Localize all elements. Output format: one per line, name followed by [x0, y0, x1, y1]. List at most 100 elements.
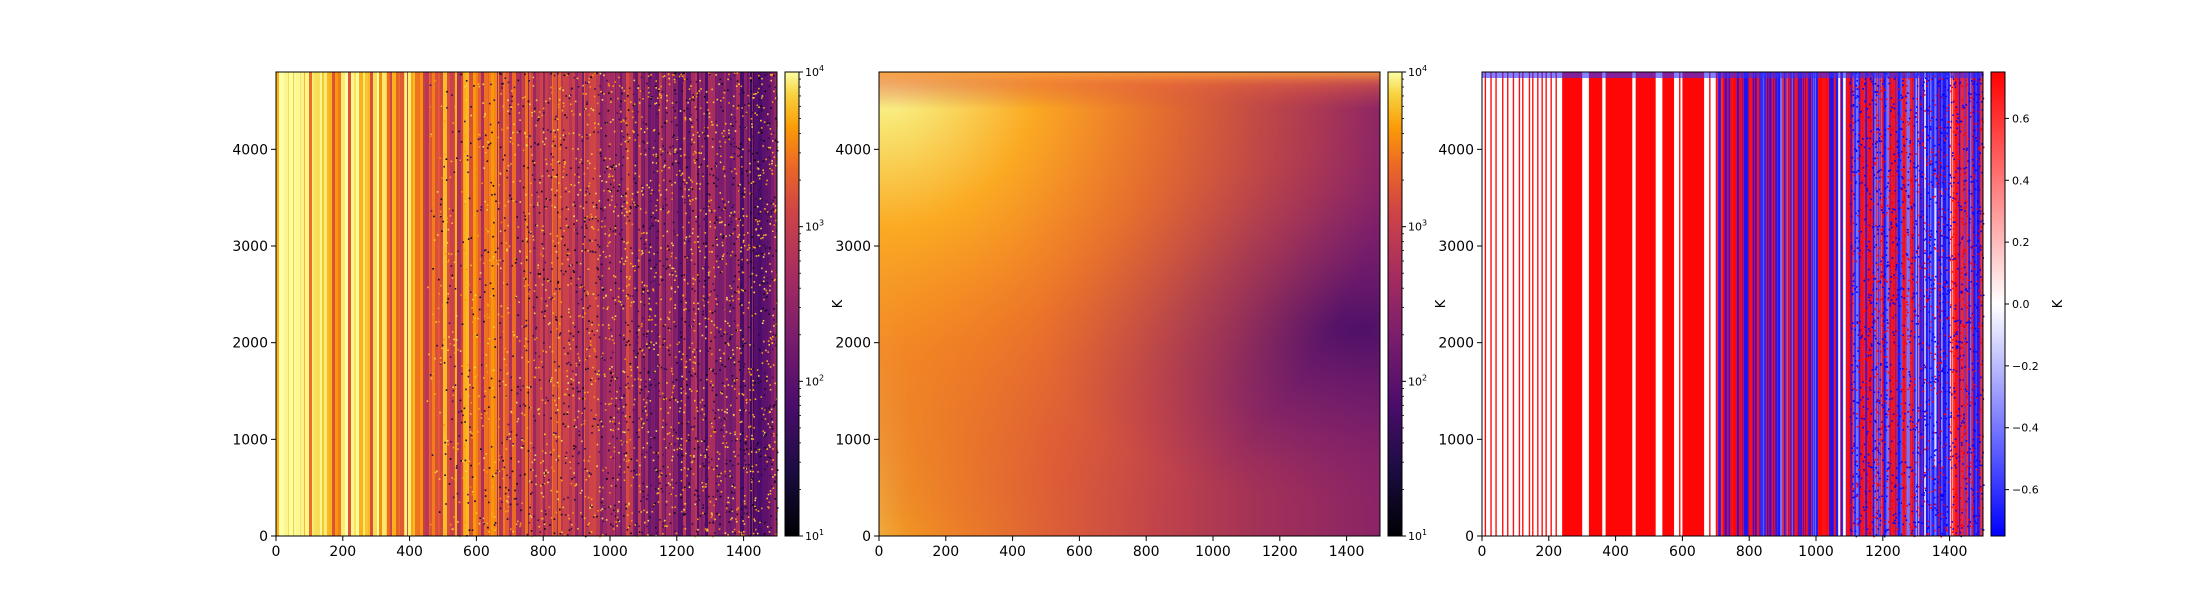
image-speckle: [627, 375, 629, 378]
image-speckle: [1922, 410, 1924, 412]
image-speckle: [1916, 275, 1918, 278]
image-speckle: [443, 437, 446, 439]
image-speckle: [538, 366, 540, 369]
image-speckle: [752, 181, 755, 183]
image-speckle: [650, 98, 653, 100]
image-speckle: [543, 143, 546, 146]
image-column: [683, 72, 687, 536]
image-speckle: [698, 280, 701, 282]
image-speckle: [763, 394, 766, 396]
image-speckle: [1960, 168, 1962, 170]
image-speckle: [624, 415, 627, 417]
image-speckle: [1938, 315, 1941, 318]
image-streak: [1717, 72, 1721, 536]
image-speckle: [712, 138, 714, 141]
image-speckle: [759, 449, 762, 452]
image-speckle: [742, 115, 744, 117]
image-speckle: [1928, 234, 1930, 236]
image-speckle: [724, 365, 726, 368]
image-speckle: [529, 204, 532, 206]
image-speckle: [444, 453, 447, 455]
image-speckle: [643, 304, 646, 306]
image-speckle: [663, 338, 665, 341]
image-streak: [1757, 72, 1759, 536]
image-speckle: [584, 194, 586, 196]
image-speckle: [681, 75, 684, 78]
image-speckle: [696, 274, 699, 276]
image-speckle: [752, 136, 755, 139]
image-speckle: [582, 243, 584, 245]
image-speckle: [610, 165, 612, 168]
image-speckle: [459, 350, 462, 352]
image-speckle: [728, 300, 731, 302]
image-red-band: [1562, 72, 1583, 536]
image-speckle: [470, 291, 472, 293]
image-speckle: [718, 416, 721, 419]
image-speckle: [645, 451, 648, 454]
image-speckle: [649, 319, 651, 321]
image-speckle: [750, 458, 752, 461]
image-speckle: [585, 201, 588, 204]
image-speckle: [710, 290, 712, 293]
image-speckle: [688, 156, 690, 159]
image-speckle: [704, 454, 706, 457]
image-speckle: [637, 259, 640, 262]
image-speckle: [575, 157, 577, 160]
image-streak: [1964, 72, 1966, 536]
image-speckle: [599, 85, 601, 88]
image-speckle: [632, 116, 634, 119]
image-speckle: [597, 425, 599, 428]
image-speckle: [550, 417, 552, 420]
image-speckle: [752, 246, 755, 248]
image-speckle: [752, 212, 755, 214]
image-speckle: [732, 183, 734, 186]
image-speckle: [675, 482, 678, 484]
image-speckle: [647, 371, 650, 374]
x-tick-label: 600: [1066, 544, 1093, 560]
image-column: [294, 72, 297, 536]
image-speckle: [680, 358, 683, 361]
image-speckle: [588, 113, 590, 116]
image-speckle: [506, 250, 508, 252]
image-speckle: [623, 241, 625, 243]
image-speckle: [774, 117, 777, 120]
image-column: [464, 72, 467, 536]
image-speckle: [757, 234, 759, 237]
image-speckle: [434, 357, 436, 360]
image-speckle: [711, 88, 713, 91]
image-speckle: [722, 308, 725, 310]
image-speckle: [558, 322, 561, 324]
image-speckle: [697, 302, 699, 305]
image-speckle: [429, 84, 432, 86]
image-speckle: [712, 370, 714, 372]
image-speckle: [545, 351, 547, 353]
image-speckle: [624, 441, 626, 444]
image-speckle: [1951, 341, 1953, 344]
axes-frame: [275, 71, 778, 537]
image-speckle: [763, 533, 766, 535]
image-speckle: [659, 94, 661, 96]
image-speckle: [657, 501, 660, 503]
image-speckle: [766, 121, 769, 124]
image-streak: [1860, 72, 1863, 536]
image-speckle: [674, 270, 677, 273]
image-speckle: [704, 284, 706, 287]
image-speckle: [578, 451, 581, 453]
image-speckle: [775, 164, 777, 167]
image-speckle: [470, 264, 472, 267]
image-speckle: [457, 348, 459, 351]
image-speckle: [538, 117, 540, 120]
image-speckle: [599, 175, 601, 177]
image-speckle: [620, 195, 623, 198]
image-column: [540, 72, 544, 536]
image-speckle: [614, 225, 617, 227]
image-speckle: [452, 209, 454, 212]
image-speckle: [756, 532, 759, 535]
image-streak: [1872, 72, 1874, 536]
image-speckle: [621, 229, 623, 231]
image-speckle: [607, 324, 610, 326]
image-speckle: [447, 443, 449, 446]
image-speckle: [666, 212, 669, 214]
image-speckle: [716, 124, 718, 127]
image-speckle: [710, 340, 712, 343]
